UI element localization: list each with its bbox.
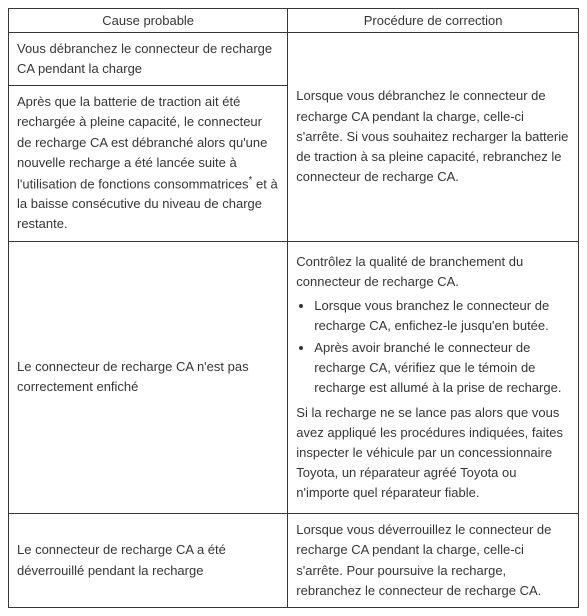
list-item: Après avoir branché le connecteur de rec… xyxy=(314,338,570,398)
table-row: Le connecteur de recharge CA n'est pas c… xyxy=(9,241,579,514)
header-procedure: Procédure de correction xyxy=(288,9,579,33)
cause-cell: Vous débranchez le connecteur de recharg… xyxy=(9,33,288,86)
list-item: Lorsque vous branchez le connecteur de r… xyxy=(314,296,570,336)
procedure-text: Contrôlez la qualité de branchement du c… xyxy=(296,252,570,292)
cause-cell: Le connecteur de recharge CA a été déver… xyxy=(9,514,288,608)
procedure-cell: Lorsque vous déverrouillez le connecteur… xyxy=(288,514,579,608)
procedure-cell: Contrôlez la qualité de branchement du c… xyxy=(288,241,579,514)
table-row: Le connecteur de recharge CA a été déver… xyxy=(9,514,579,608)
cause-text-part1: Après que la batterie de traction ait ét… xyxy=(17,94,267,191)
procedure-cell: Lorsque vous débranchez le connecteur de… xyxy=(288,33,579,242)
cause-cell: Le connecteur de recharge CA n'est pas c… xyxy=(9,241,288,514)
procedure-text: Si la recharge ne se lance pas alors que… xyxy=(296,403,570,504)
troubleshooting-table: Cause probable Procédure de correction V… xyxy=(8,8,579,608)
table-header-row: Cause probable Procédure de correction xyxy=(9,9,579,33)
header-cause: Cause probable xyxy=(9,9,288,33)
table-row: Vous débranchez le connecteur de recharg… xyxy=(9,33,579,86)
procedure-list: Lorsque vous branchez le connecteur de r… xyxy=(296,296,570,399)
cause-cell: Après que la batterie de traction ait ét… xyxy=(9,86,288,241)
